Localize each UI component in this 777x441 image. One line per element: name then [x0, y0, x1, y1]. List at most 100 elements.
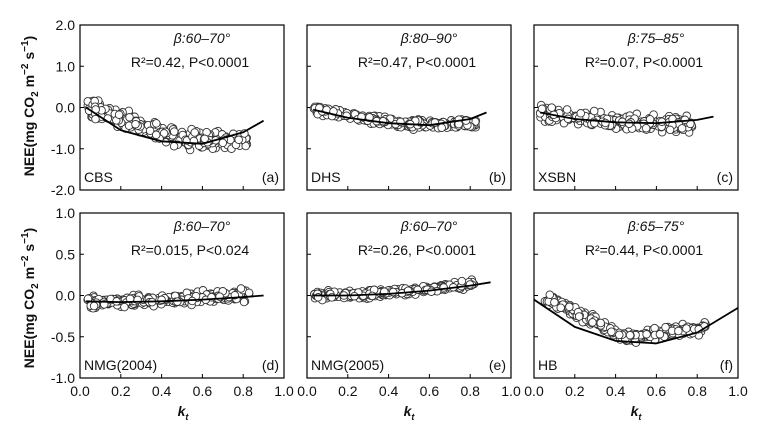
data-point — [190, 128, 199, 137]
data-point — [131, 119, 140, 129]
data-point — [682, 324, 691, 333]
data-point — [125, 113, 134, 122]
x-axis-title-left: kt — [178, 403, 190, 422]
site-label: DHS — [311, 169, 341, 185]
data-point — [120, 302, 129, 312]
panel-letter: (b) — [489, 169, 506, 185]
x-axis-title-middle: kt — [404, 403, 416, 422]
r2-p-label: R²=0.44, P<0.0001 — [585, 242, 704, 258]
y-axis-title-top: NEE(mg CO2 m−2 s−1) — [20, 36, 41, 176]
y-tick-label: -0.5 — [51, 329, 75, 345]
data-point — [556, 303, 565, 312]
y-tick-label: 1.0 — [56, 58, 76, 74]
data-point — [588, 318, 597, 327]
data-point — [151, 130, 161, 140]
fit-line — [539, 111, 714, 125]
data-point — [457, 276, 467, 286]
data-point — [200, 134, 209, 144]
data-point — [562, 105, 572, 114]
panel-b: β:80–90° R²=0.47, P<0.0001 DHS (b) — [306, 24, 512, 191]
x-tick-label: 0.0 — [70, 383, 90, 399]
data-point — [589, 106, 599, 116]
data-point — [645, 115, 655, 124]
beta-label: β:65–75° — [627, 218, 685, 234]
data-point — [367, 291, 377, 301]
x-tick-label: 0.4 — [379, 383, 399, 399]
data-point — [169, 127, 179, 136]
panel-d: -1.0 -0.5 0.0 0.5 1.0 0.0 0.2 0.4 0.6 0.8 1.0 β:60–… — [51, 205, 294, 399]
data-point — [152, 119, 161, 128]
data-point — [437, 123, 446, 132]
beta-label: β:75–85° — [627, 30, 685, 46]
r2-p-label: R²=0.015, P<0.024 — [131, 242, 250, 258]
data-point — [537, 104, 547, 114]
x-tick-label: 0.8 — [460, 383, 480, 399]
fit-line — [533, 298, 739, 345]
data-point — [607, 327, 616, 336]
x-tick-label: 0.0 — [297, 383, 317, 399]
plot-frame — [79, 24, 285, 191]
site-label: HB — [538, 357, 557, 373]
x-tick-label: 1.0 — [728, 383, 748, 399]
data-point — [601, 118, 610, 128]
y-tick-label: 1.0 — [56, 205, 76, 221]
y-axis-title-bottom: NEE(mg CO2 m−2 s−1) — [20, 228, 41, 368]
x-tick-label: 1.0 — [274, 383, 294, 399]
data-point — [615, 330, 624, 340]
data-point — [234, 135, 243, 145]
data-point — [91, 114, 100, 124]
x-tick-label: 0.4 — [152, 383, 172, 399]
fit-line — [86, 294, 264, 304]
beta-label: β:60–70° — [400, 218, 458, 234]
plot-frame — [533, 24, 739, 191]
plot-frame — [79, 212, 285, 379]
panel-letter: (d) — [262, 357, 279, 373]
site-label: NMG(2004) — [84, 357, 157, 373]
data-point — [624, 119, 634, 129]
panel-f: 0.0 0.2 0.4 0.6 0.8 1.0 β:65–75° R²=0.44, P<0.0… — [524, 212, 748, 399]
beta-label: β:60–70° — [173, 218, 231, 234]
plot-frame — [533, 212, 739, 379]
data-point — [547, 103, 556, 112]
plot-frame — [306, 212, 512, 379]
x-tick-label: 0.2 — [565, 383, 585, 399]
data-point — [576, 109, 586, 118]
data-point — [641, 123, 651, 133]
data-point — [157, 295, 166, 305]
x-tick-label: 0.2 — [338, 383, 358, 399]
y-tick-label: 0.5 — [56, 246, 76, 262]
data-point — [388, 287, 398, 297]
data-point — [625, 330, 635, 340]
x-tick-label: 0.4 — [606, 383, 626, 399]
y-tick-label: -1.0 — [51, 141, 75, 157]
x-tick-label: 1.0 — [501, 383, 521, 399]
fit-line — [312, 108, 487, 127]
data-point — [574, 312, 584, 321]
panels-layer: -2.0-1.00.01.02.0β:60–70°R²=0.42, P<0.00… — [51, 17, 748, 399]
data-point — [427, 287, 436, 296]
y-tick-label: -1.0 — [51, 370, 75, 386]
site-label: XSBN — [538, 169, 576, 185]
data-point — [655, 329, 665, 339]
data-point — [596, 318, 605, 328]
x-tick-label: 0.8 — [687, 383, 707, 399]
data-point — [677, 124, 687, 133]
data-point — [145, 126, 155, 136]
site-label: NMG(2005) — [311, 357, 384, 373]
site-label: CBS — [84, 169, 113, 185]
data-point — [239, 297, 249, 307]
beta-label: β:80–90° — [400, 30, 458, 46]
panel-letter: (c) — [717, 169, 733, 185]
fit-line — [85, 106, 265, 145]
x-tick-label: 0.8 — [233, 383, 253, 399]
data-point — [114, 110, 124, 119]
data-point — [545, 290, 555, 299]
r2-p-label: R²=0.42, P<0.0001 — [131, 54, 250, 70]
x-tick-label: 0.6 — [193, 383, 213, 399]
y-tick-label: 0.0 — [56, 288, 76, 304]
y-tick-label: 0.0 — [56, 100, 76, 116]
r2-p-label: R²=0.26, P<0.0001 — [358, 242, 477, 258]
data-point — [550, 298, 559, 307]
panel-a: -2.0 -1.0 0.0 1.0 2.0 β:60–70° R²=0.42, P<0.00… — [51, 17, 285, 198]
